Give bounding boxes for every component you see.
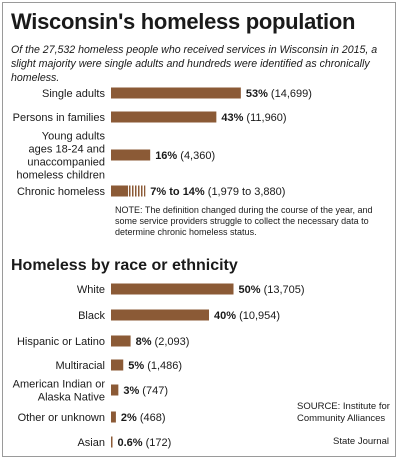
bar (111, 87, 241, 99)
data-label: 16% (4,360) (155, 150, 215, 162)
bar (111, 359, 124, 371)
data-label: 40% (10,954) (214, 310, 280, 322)
category-label: Hispanic or Latino (17, 336, 105, 348)
data-label: 0.6% (172) (118, 437, 172, 449)
data-label: 43% (11,960) (221, 112, 286, 124)
category-label: American Indian or Alaska Native (13, 379, 106, 404)
data-label: 5% (1,486) (128, 360, 182, 372)
category-label: Chronic homeless (17, 186, 106, 198)
bar (111, 283, 234, 295)
data-label: 8% (2,093) (136, 336, 190, 348)
bar-range (128, 185, 146, 197)
bar (111, 335, 131, 347)
category-label: Single adults (42, 88, 105, 100)
publisher-credit: State Journal (333, 436, 389, 447)
category-label: Other or unknown (18, 412, 105, 424)
bar-charts: Single adults 53% (14,699) Persons in fami… (13, 87, 312, 449)
bar (111, 309, 209, 321)
definition-note: NOTE: The definition changed during the … (115, 205, 373, 237)
race-chart-title: Homeless by race or ethnicity (11, 257, 238, 274)
infographic-frame: Wisconsin's homeless population Of the 2… (2, 2, 396, 457)
category-label: Black (78, 310, 105, 322)
category-label: Young adults ages 18-24 and unaccompanied h… (16, 131, 105, 182)
category-label: Persons in families (13, 112, 106, 124)
bar (111, 185, 129, 197)
bar (111, 111, 217, 123)
page-title: Wisconsin's homeless population (11, 9, 356, 34)
data-label: 2% (468) (121, 412, 166, 424)
data-label: 53% (14,699) (246, 88, 312, 100)
source-credit: SOURCE: Institute for Community Alliance… (297, 401, 390, 424)
bar (111, 384, 119, 396)
bar (111, 411, 116, 423)
category-label: Multiracial (55, 360, 105, 372)
bar (111, 436, 113, 448)
category-label: White (77, 284, 105, 296)
data-label: 7% to 14% (1,979 to 3,880) (150, 186, 285, 198)
bar (111, 149, 151, 161)
category-label: Asian (77, 437, 105, 449)
subtitle: Of the 27,532 homeless people who receiv… (11, 44, 378, 84)
data-label: 3% (747) (123, 385, 168, 397)
data-label: 50% (13,705) (239, 284, 305, 296)
